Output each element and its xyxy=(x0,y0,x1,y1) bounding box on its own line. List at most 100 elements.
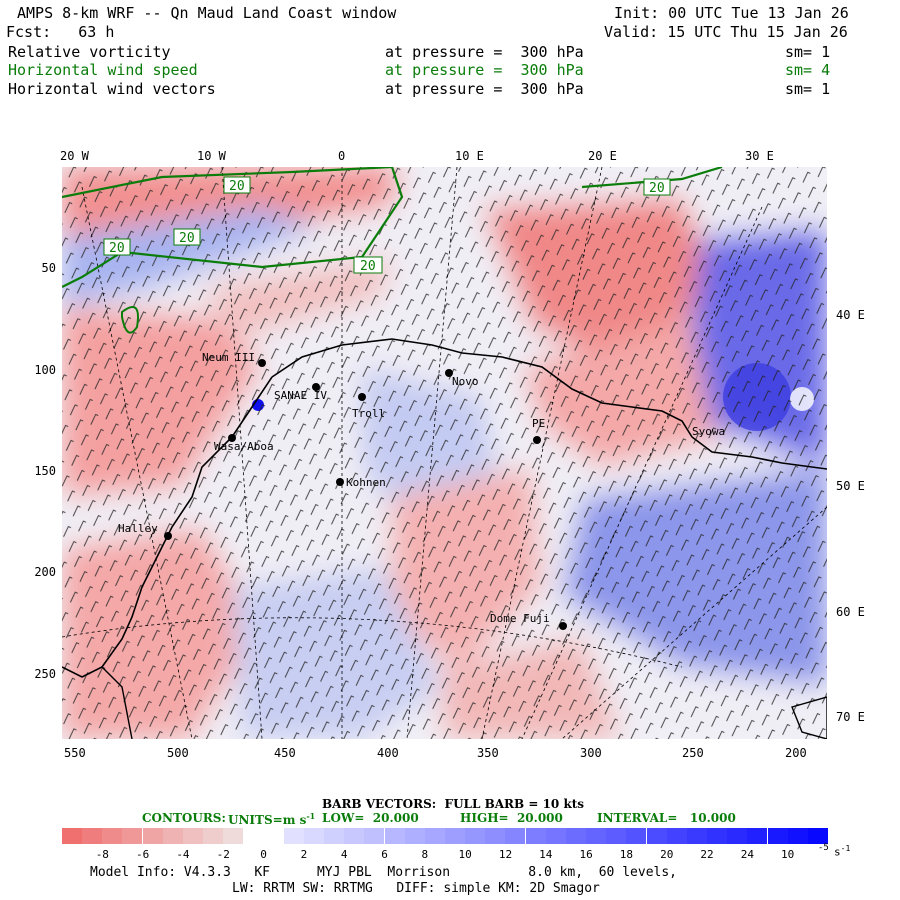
colorbar-cell xyxy=(324,828,346,844)
station-marker xyxy=(228,434,236,442)
longitude-label: 30 E xyxy=(745,149,774,163)
barb-legend: BARB VECTORS: FULL BARB = 10 kts xyxy=(322,797,585,811)
colorbar-tick-label: 0 xyxy=(260,848,267,861)
longitude-label: 10 W xyxy=(197,149,226,163)
colorbar-cell xyxy=(666,828,688,844)
grid-x-label: 300 xyxy=(580,746,602,760)
station-marker xyxy=(533,436,541,444)
longitude-label: 20 W xyxy=(60,149,89,163)
longitude-label: 20 E xyxy=(588,149,617,163)
colorbar-tick-label: -2 xyxy=(216,848,230,861)
contour-label: 20 xyxy=(229,179,245,194)
colorbar-cell xyxy=(344,828,366,844)
colorbar-cell xyxy=(505,828,527,844)
physics-info: LW: RRTM SW: RRTMG DIFF: simple KM: 2D S… xyxy=(232,881,600,896)
contour-label-boxes xyxy=(103,176,671,274)
colorbar-cell xyxy=(747,828,769,844)
station-label: Dome Fuji xyxy=(490,612,550,625)
colorbar-cell xyxy=(203,828,225,844)
colorbar-cell xyxy=(162,828,184,844)
map-title: AMPS 8-km WRF -- Qn Maud Land Coast wind… xyxy=(17,4,397,22)
colorbar-cell xyxy=(767,828,789,844)
colorbar-cell xyxy=(626,828,648,844)
colorbar-cell xyxy=(545,828,567,844)
colorbar-tick-label: 12 xyxy=(498,848,513,861)
grid-x-label: 550 xyxy=(64,746,86,760)
colorbar-tick-label: 16 xyxy=(579,848,593,861)
colorbar-cell xyxy=(686,828,708,844)
longitude-label: 70 E xyxy=(836,710,865,724)
field-smoothing: sm= 1 xyxy=(785,43,831,61)
contour-low: LOW= 20.000 xyxy=(322,811,419,825)
longitude-label: 10 E xyxy=(455,149,484,163)
grid-x-label: 250 xyxy=(682,746,704,760)
coastline xyxy=(271,338,827,470)
colorbar-cell xyxy=(646,828,668,844)
colorbar-tick-label: 4 xyxy=(340,848,348,861)
field-level: at pressure = 300 hPa xyxy=(385,80,584,98)
colorbar-cell xyxy=(565,828,587,844)
grid-x-label: 350 xyxy=(477,746,499,760)
colorbar-cell xyxy=(384,828,406,844)
colorbar-cell xyxy=(223,828,245,844)
field-name: Horizontal wind speed xyxy=(8,61,198,79)
colorbar-cell xyxy=(424,828,446,844)
colorbar-cell xyxy=(465,828,487,844)
contour-label: 20 xyxy=(179,231,195,246)
field-name: Relative vorticity xyxy=(8,43,171,61)
station-label: Wasa/Aboa xyxy=(214,440,274,453)
graticule xyxy=(62,167,827,739)
colorbar-cell xyxy=(122,828,144,844)
colorbar-cell xyxy=(82,828,104,844)
station-label: Halley xyxy=(118,522,158,535)
grid-y-label: 50 xyxy=(41,261,56,275)
forecast-hour: Fcst: 63 h xyxy=(6,23,115,41)
colorbar-cell xyxy=(102,828,124,844)
init-time: Init: 00 UTC Tue 13 Jan 26 xyxy=(614,4,849,22)
wind-speed-contour xyxy=(62,167,404,288)
grid-y-label: 250 xyxy=(34,667,56,681)
grid-x-label: 500 xyxy=(167,746,189,760)
contour-interval: INTERVAL= 10.000 xyxy=(597,811,736,825)
station-label: Syowa xyxy=(692,425,726,438)
field-smoothing: sm= 4 xyxy=(785,61,831,79)
colorbar-cell xyxy=(263,828,285,844)
colorbar-tick-label: 6 xyxy=(381,848,388,861)
station-label: SANAE IV xyxy=(274,389,327,402)
station-label: Novo xyxy=(452,375,479,388)
grid-y-label: 150 xyxy=(34,464,56,478)
grid-x-label: 450 xyxy=(274,746,296,760)
colorbar-cell xyxy=(303,828,325,844)
wind-speed-contour xyxy=(581,167,723,189)
colorbar-cell xyxy=(243,828,265,844)
colorbar-cell xyxy=(727,828,749,844)
colorbar-cell xyxy=(182,828,204,844)
valid-time: Valid: 15 UTC Thu 15 Jan 26 xyxy=(604,23,848,41)
colorbar-tick-label: -6 xyxy=(136,848,150,861)
longitude-label: 40 E xyxy=(836,308,865,322)
grid-x-label: 200 xyxy=(785,746,807,760)
grid-y-label: 100 xyxy=(34,363,56,377)
station-marker xyxy=(258,359,266,367)
colorbar-cell xyxy=(62,828,83,844)
colorbar-cell xyxy=(707,828,729,844)
contour-legend: CONTOURS: xyxy=(142,811,226,825)
station-marker xyxy=(358,393,366,401)
colorbar-tick-label: 20 xyxy=(660,848,674,861)
station-marker xyxy=(336,478,344,486)
colorbar-tick-label: 10 xyxy=(458,848,472,861)
station-marker xyxy=(559,622,567,630)
contour-label: 20 xyxy=(360,259,376,274)
colorbar-cell xyxy=(445,828,466,844)
station-label: Troll xyxy=(352,407,386,420)
field-level: at pressure = 300 hPa xyxy=(385,61,584,79)
vorticity-map: 20 20 20 20 20 Neum III SANAE IV Troll N… xyxy=(62,167,827,739)
colorbar-tick-label: 22 xyxy=(700,848,714,861)
colorbar-tick-label: -4 xyxy=(176,848,190,861)
colorbar-unit: s-1 xyxy=(834,844,851,859)
station-marker xyxy=(445,369,453,377)
wind-barbs xyxy=(62,167,827,739)
field-name: Horizontal wind vectors xyxy=(8,80,216,98)
station-label: Kohnen xyxy=(346,476,386,489)
field-smoothing: sm= 1 xyxy=(785,80,831,98)
